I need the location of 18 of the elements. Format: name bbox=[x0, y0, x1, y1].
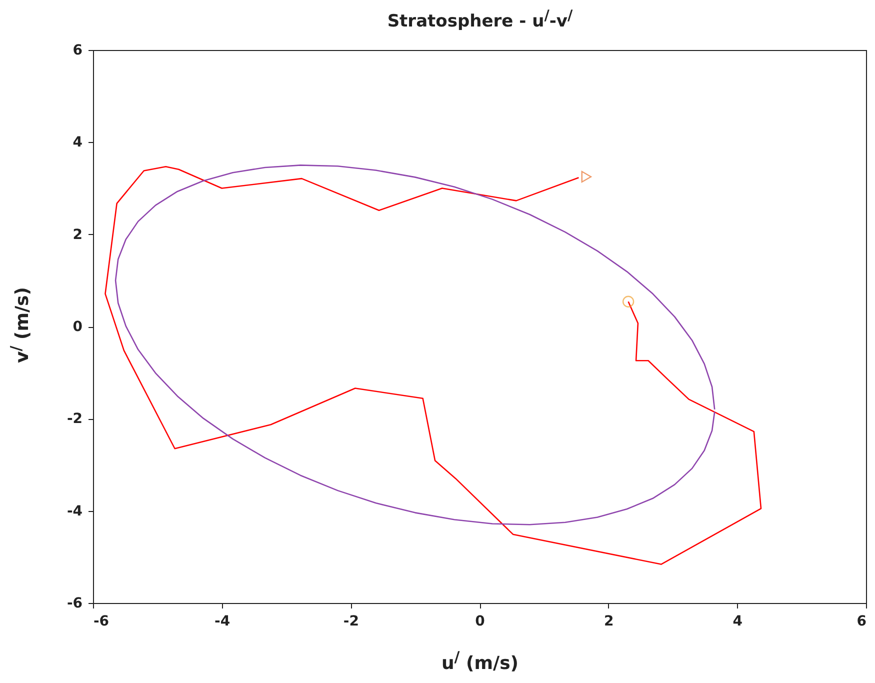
line-series bbox=[114, 164, 716, 526]
y-tick-label: 4 bbox=[72, 134, 83, 151]
x-tick-label: 2 bbox=[604, 614, 614, 630]
y-tick-label: -4 bbox=[66, 503, 83, 520]
y-tick-label: 0 bbox=[72, 319, 83, 335]
x-tick-label: -2 bbox=[343, 614, 359, 630]
y-tick-label: -6 bbox=[66, 596, 82, 612]
y-tick-label: 2 bbox=[72, 226, 82, 243]
chart-title: Stratosphere - u$^{/}$-v$^{/}$ bbox=[386, 8, 574, 32]
y-tick-label: -2 bbox=[66, 411, 82, 428]
y-tick-label: 6 bbox=[72, 42, 82, 58]
x-axis-title: u$^{/}$ (m/s) bbox=[440, 648, 520, 674]
x-tick-label: 6 bbox=[856, 614, 866, 630]
line-series bbox=[104, 166, 762, 565]
x-tick-label: -6 bbox=[94, 614, 110, 630]
x-tick-label: 0 bbox=[475, 614, 486, 630]
x-tick-label: -4 bbox=[214, 614, 230, 630]
x-tick-label: 4 bbox=[732, 614, 743, 630]
